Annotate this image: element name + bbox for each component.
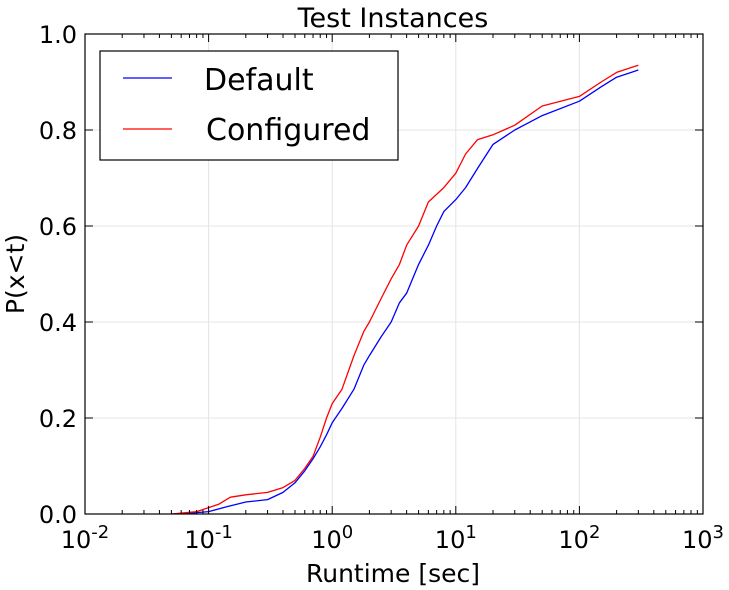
x-tick-label: 10-2: [61, 522, 110, 554]
legend: Default Configured: [99, 50, 399, 161]
series-lines: [171, 64, 639, 515]
x-tick-label: 10-1: [184, 522, 233, 554]
x-tick-label: 103: [682, 522, 724, 554]
legend-label-configured: Configured: [206, 113, 370, 148]
legend-label-default: Default: [204, 63, 314, 98]
series-line-configured: [171, 64, 639, 515]
y-tick-label: 0.0: [39, 501, 77, 529]
axis-ticks: 10-2 10-1 100 101 102 103 0.0 0.2 0.4 0.6 0.8 1.0: [39, 21, 724, 554]
y-axis-label: P(x<t): [1, 234, 30, 314]
chart-title: Test Instances: [297, 3, 489, 34]
y-tick-label: 0.2: [39, 405, 77, 433]
axes-frame: [84, 33, 704, 515]
x-tick-label: 101: [435, 522, 477, 554]
y-tick-label: 1.0: [39, 21, 77, 49]
x-tick-label: 102: [558, 522, 600, 554]
x-tick-label: 100: [311, 522, 353, 554]
legend-box: [99, 50, 399, 161]
y-tick-label: 0.8: [39, 117, 77, 145]
series-line-default: [181, 69, 639, 515]
y-tick-label: 0.4: [39, 309, 77, 337]
x-axis-label: Runtime [sec]: [306, 559, 480, 588]
plot-frame: [84, 33, 704, 515]
y-tick-label: 0.6: [39, 213, 77, 241]
